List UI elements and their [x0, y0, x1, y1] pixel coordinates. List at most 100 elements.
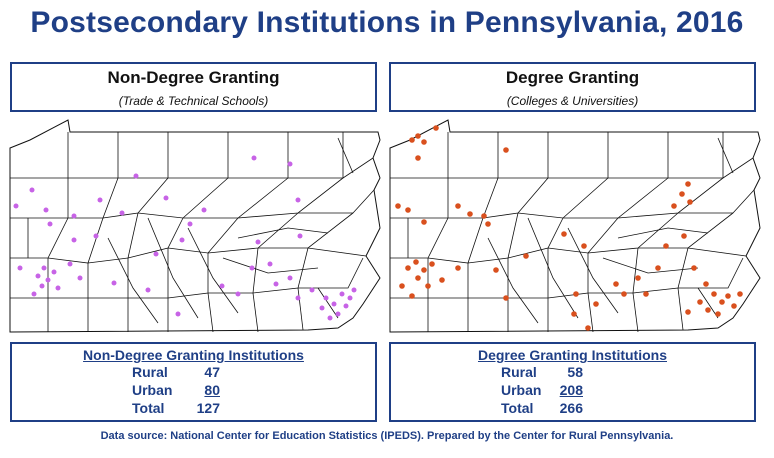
- institution-dot: [295, 295, 301, 301]
- rural-value: 47: [204, 364, 220, 380]
- institution-dot: [685, 309, 691, 315]
- institution-dot: [635, 275, 641, 281]
- institution-dot: [703, 281, 709, 287]
- institution-dot: [681, 233, 687, 239]
- non-degree-subheading: (Trade & Technical Schools): [118, 94, 269, 108]
- non-degree-stats: Non-Degree Granting Institutions Rural 4…: [10, 342, 377, 422]
- non-degree-map: [9, 119, 381, 333]
- institution-dot: [335, 311, 341, 317]
- institution-dot: [43, 207, 49, 213]
- institution-dot: [573, 291, 579, 297]
- urban-label: Urban: [132, 382, 173, 398]
- institution-dot: [581, 243, 587, 249]
- institution-dot: [687, 199, 693, 205]
- institution-dot: [331, 301, 337, 307]
- institution-dot: [643, 291, 649, 297]
- institution-dot: [77, 275, 83, 281]
- urban-value: 208: [559, 382, 583, 398]
- degree-institution-dots: [395, 125, 743, 331]
- institution-dot: [429, 261, 435, 267]
- institution-dot: [455, 203, 461, 209]
- total-value: 127: [196, 400, 220, 416]
- institution-dot: [719, 299, 725, 305]
- institution-dot: [405, 265, 411, 271]
- institution-dot: [705, 307, 711, 313]
- institution-dot: [725, 293, 731, 299]
- data-source-note: Data source: National Center for Educati…: [100, 430, 674, 442]
- institution-dot: [433, 125, 439, 131]
- institution-dot: [715, 311, 721, 317]
- institution-dot: [413, 259, 419, 265]
- institution-dot: [35, 273, 41, 279]
- institution-dot: [251, 155, 257, 161]
- institution-dot: [41, 265, 47, 271]
- institution-dot: [691, 265, 697, 271]
- institution-dot: [29, 187, 35, 193]
- institution-dot: [493, 267, 499, 273]
- institution-dot: [219, 283, 225, 289]
- institution-dot: [319, 305, 325, 311]
- institution-dot: [71, 213, 77, 219]
- institution-dot: [503, 147, 509, 153]
- institution-dot: [119, 210, 125, 216]
- institution-dot: [655, 265, 661, 271]
- institution-dot: [273, 281, 279, 287]
- institution-dot: [421, 139, 427, 145]
- total-label: Total: [501, 400, 534, 416]
- institution-dot: [481, 213, 487, 219]
- institution-dot: [731, 303, 737, 309]
- degree-header: Degree Granting (Colleges & Universities…: [389, 62, 756, 112]
- institution-dot: [679, 191, 685, 197]
- institution-dot: [421, 219, 427, 225]
- institution-dot: [175, 311, 181, 317]
- urban-value: 80: [204, 382, 220, 398]
- institution-dot: [249, 265, 255, 271]
- institution-dot: [55, 285, 61, 291]
- institution-dot: [593, 301, 599, 307]
- institution-dot: [485, 221, 491, 227]
- institution-dot: [31, 291, 37, 297]
- institution-dot: [17, 265, 23, 271]
- non-degree-heading: Non-Degree Granting: [107, 68, 280, 87]
- institution-dot: [235, 291, 241, 297]
- institution-dot: [613, 281, 619, 287]
- institution-dot: [663, 243, 669, 249]
- institution-dot: [439, 277, 445, 283]
- non-degree-stats-title: Non-Degree Granting Institutions: [83, 347, 304, 363]
- institution-dot: [415, 275, 421, 281]
- rural-label: Rural: [132, 364, 168, 380]
- institution-dot: [111, 280, 117, 286]
- total-label: Total: [132, 400, 165, 416]
- institution-dot: [255, 239, 261, 245]
- institution-dot: [133, 173, 139, 179]
- institution-dot: [45, 277, 51, 283]
- institution-dot: [145, 287, 151, 293]
- degree-stats: Degree Granting Institutions Rural 58 Ur…: [389, 342, 756, 422]
- institution-dot: [425, 283, 431, 289]
- institution-dot: [163, 195, 169, 201]
- institution-dot: [71, 237, 77, 243]
- institution-dot: [39, 283, 45, 289]
- institution-dot: [179, 237, 185, 243]
- rural-label: Rural: [501, 364, 537, 380]
- institution-dot: [201, 207, 207, 213]
- institution-dot: [467, 211, 473, 217]
- institution-dot: [309, 287, 315, 293]
- institution-dot: [327, 315, 333, 321]
- degree-subheading: (Colleges & Universities): [506, 94, 639, 108]
- institution-dot: [395, 203, 401, 209]
- institution-dot: [409, 137, 415, 143]
- pennsylvania-county-map: [9, 119, 381, 333]
- pennsylvania-county-map: [389, 119, 761, 333]
- total-value: 266: [559, 400, 583, 416]
- institution-dot: [187, 221, 193, 227]
- institution-dot: [523, 253, 529, 259]
- institution-dot: [455, 265, 461, 271]
- institution-dot: [685, 181, 691, 187]
- degree-heading: Degree Granting: [505, 68, 640, 87]
- institution-dot: [399, 283, 405, 289]
- institution-dot: [343, 303, 349, 309]
- degree-map: [389, 119, 761, 333]
- non-degree-header: Non-Degree Granting (Trade & Technical S…: [10, 62, 377, 112]
- institution-dot: [421, 267, 427, 273]
